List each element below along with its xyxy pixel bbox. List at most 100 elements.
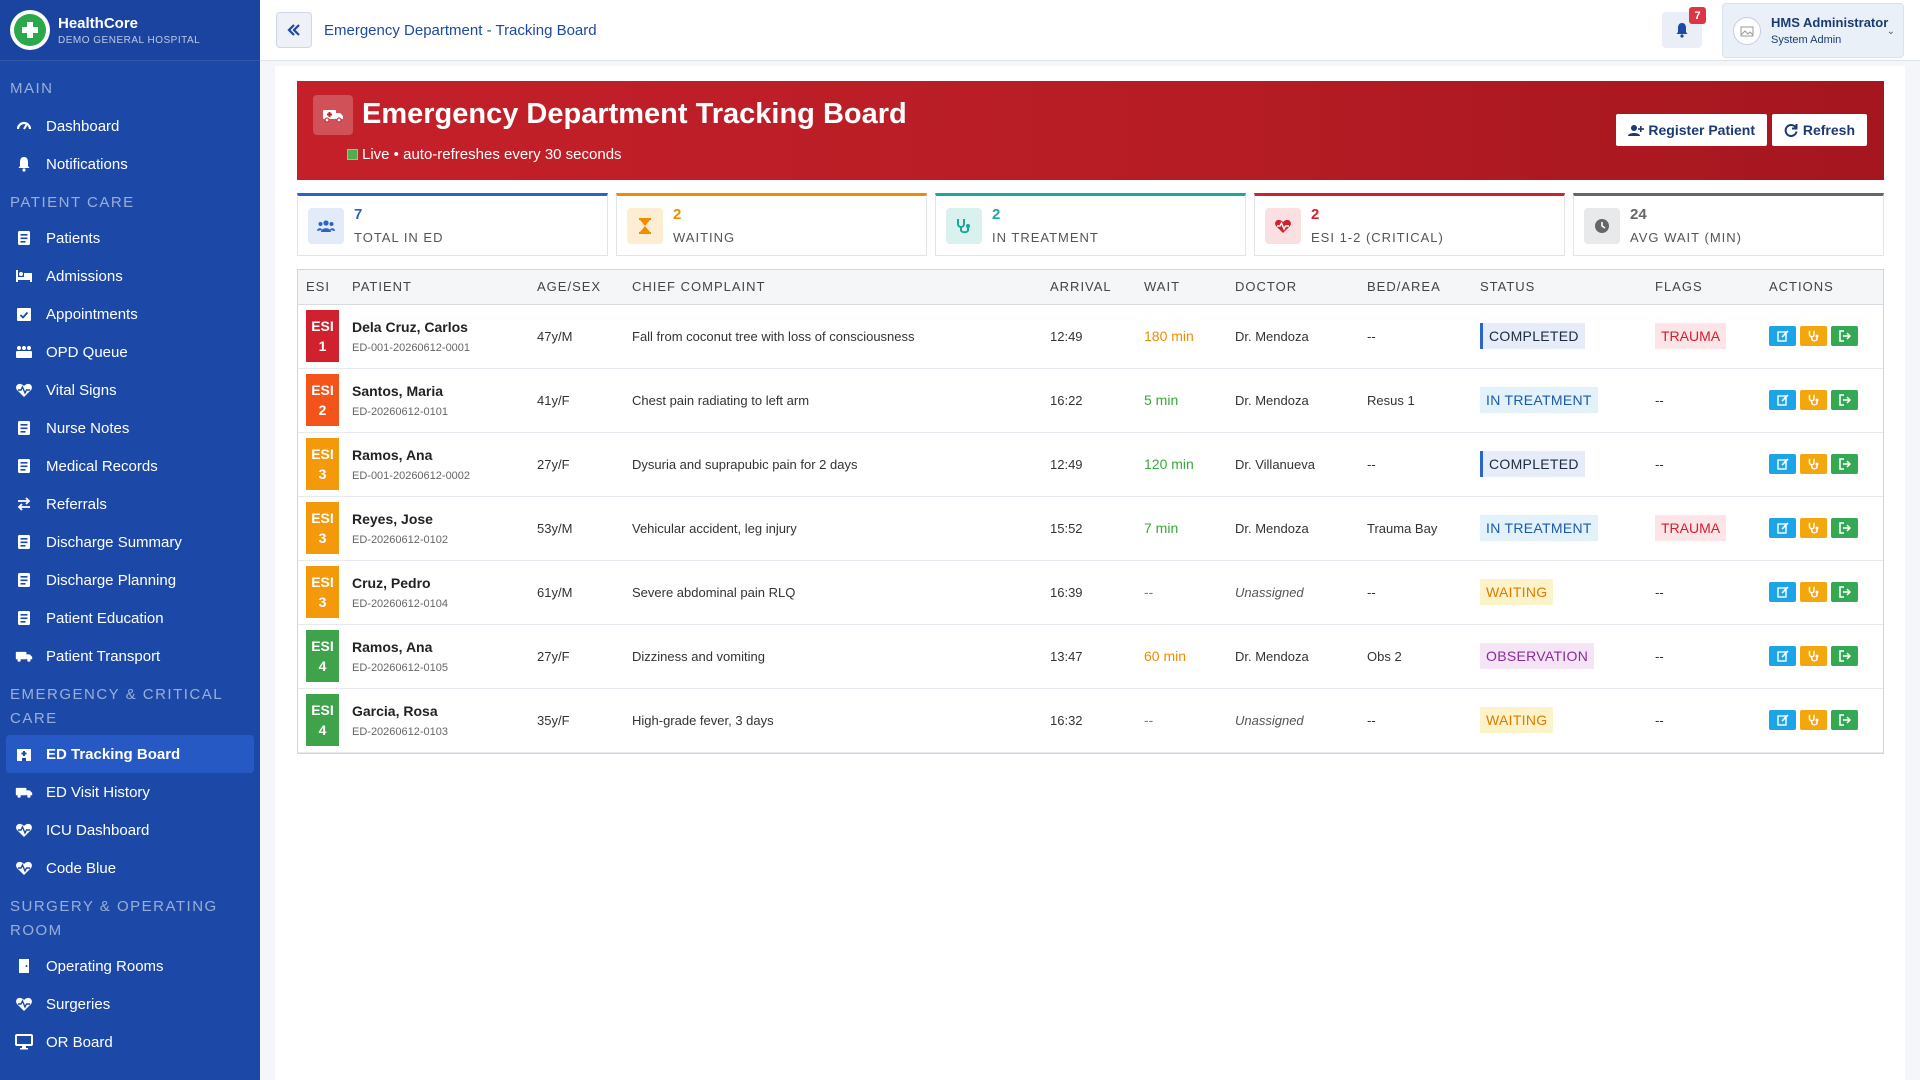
user-name: HMS Administrator [1771, 15, 1889, 30]
esi-badge: ESI 3 [306, 502, 339, 554]
patient-name[interactable]: Santos, Maria [352, 382, 444, 399]
table-row[interactable]: ESI 2 Santos, Maria ED-20260612-0101 41y/F… [298, 368, 1883, 432]
flags-cell: -- [1647, 432, 1761, 496]
sidebar-item-patient-transport[interactable]: Patient Transport [0, 637, 260, 675]
actions-cell [1761, 304, 1883, 368]
sidebar-item-label: Code Blue [46, 859, 117, 877]
door-icon [14, 958, 34, 974]
notifications-button[interactable]: 7 [1662, 7, 1706, 48]
edit-icon [1776, 394, 1789, 406]
discharge-button[interactable] [1831, 518, 1858, 538]
table-row[interactable]: ESI 1 Dela Cruz, Carlos ED-001-20260612-00… [298, 304, 1883, 368]
double-chevron-left-icon [287, 24, 300, 36]
discharge-button[interactable] [1831, 646, 1858, 666]
patient-name[interactable]: Ramos, Ana [352, 638, 433, 655]
status-cell: WAITING [1472, 560, 1647, 624]
edit-button[interactable] [1769, 710, 1796, 730]
table-row[interactable]: ESI 3 Ramos, Ana ED-001-20260612-0002 27y/… [298, 432, 1883, 496]
edit-button[interactable] [1769, 518, 1796, 538]
ed-tracking-table: ESI PATIENT AGE/SEX CHIEF COMPLAINT ARRIVAL W… [297, 269, 1884, 754]
assign-doctor-button[interactable] [1800, 710, 1827, 730]
patient-name[interactable]: Dela Cruz, Carlos [352, 318, 468, 335]
sidebar-item-dashboard[interactable]: Dashboard [0, 107, 260, 145]
sidebar-item-admissions[interactable]: Admissions [0, 257, 260, 295]
heartbeat-icon [14, 822, 34, 838]
assign-doctor-button[interactable] [1800, 582, 1827, 602]
table-row[interactable]: ESI 3 Reyes, Jose ED-20260612-0102 53y/M V… [298, 496, 1883, 560]
sidebar-item-patient-education[interactable]: Patient Education [0, 599, 260, 637]
patient-name[interactable]: Cruz, Pedro [352, 574, 431, 591]
table-row[interactable]: ESI 4 Garcia, Rosa ED-20260612-0103 35y/F … [298, 688, 1883, 752]
sidebar-item-notifications[interactable]: Notifications [0, 145, 260, 183]
patient-name[interactable]: Garcia, Rosa [352, 702, 438, 719]
sidebar-item-label: Patients [46, 229, 101, 247]
edit-button[interactable] [1769, 326, 1796, 346]
edit-icon [1776, 458, 1789, 470]
chevron-down-icon: ⌄ [1886, 26, 1895, 37]
brand[interactable]: HealthCore DEMO GENERAL HOSPITAL [0, 0, 260, 61]
topbar: Emergency Department - Tracking Board 7 … [260, 0, 1920, 61]
chief-complaint: Severe abdominal pain RLQ [632, 584, 796, 600]
sign-out-icon [1838, 650, 1851, 662]
assign-doctor-button[interactable] [1800, 390, 1827, 410]
flags-cell: -- [1647, 560, 1761, 624]
discharge-button[interactable] [1831, 454, 1858, 474]
user-plus-icon [1628, 124, 1645, 136]
table-row[interactable]: ESI 4 Ramos, Ana ED-20260612-0105 27y/F Di… [298, 624, 1883, 688]
sidebar-item-or-board[interactable]: OR Board [0, 1023, 260, 1061]
sidebar-item-referrals[interactable]: Referrals [0, 485, 260, 523]
heart-pulse-icon [1265, 208, 1301, 244]
edit-button[interactable] [1769, 646, 1796, 666]
esi-badge: ESI 3 [306, 438, 339, 490]
monitor-icon [14, 1034, 34, 1050]
edit-button[interactable] [1769, 390, 1796, 410]
sidebar-item-code-blue[interactable]: Code Blue [0, 849, 260, 887]
esi-badge: ESI 2 [306, 374, 339, 426]
sidebar-item-label: Admissions [46, 267, 123, 285]
assign-doctor-button[interactable] [1800, 454, 1827, 474]
discharge-button[interactable] [1831, 582, 1858, 602]
patient-visit-id: ED-20260612-0101 [352, 405, 449, 418]
sidebar-item-discharge-summary[interactable]: Discharge Summary [0, 523, 260, 561]
actions-cell [1761, 624, 1883, 688]
sidebar-item-appointments[interactable]: Appointments [0, 295, 260, 333]
edit-button[interactable] [1769, 582, 1796, 602]
table-header-row: ESI PATIENT AGE/SEX CHIEF COMPLAINT ARRIVAL W… [298, 270, 1883, 305]
status-badge: OBSERVATION [1480, 643, 1595, 669]
sidebar-item-operating-rooms[interactable]: Operating Rooms [0, 947, 260, 985]
sidebar-item-label: Patient Education [46, 609, 164, 627]
patient-name[interactable]: Reyes, Jose [352, 510, 433, 527]
discharge-button[interactable] [1831, 710, 1858, 730]
edit-button[interactable] [1769, 454, 1796, 474]
sidebar-item-ed-tracking-board[interactable]: ED Tracking Board [6, 735, 254, 773]
sidebar-item-label: Vital Signs [46, 381, 117, 399]
sidebar-item-patients[interactable]: Patients [0, 219, 260, 257]
assign-doctor-button[interactable] [1800, 646, 1827, 666]
wait-time: -- [1144, 712, 1154, 728]
sidebar-item-ed-visit-history[interactable]: ED Visit History [0, 773, 260, 811]
sidebar-item-medical-records[interactable]: Medical Records [0, 447, 260, 485]
sidebar-item-surgeries[interactable]: Surgeries [0, 985, 260, 1023]
discharge-button[interactable] [1831, 390, 1858, 410]
doctor: Dr. Mendoza [1235, 392, 1309, 408]
sign-out-icon [1838, 394, 1851, 406]
register-patient-button[interactable]: Register Patient [1616, 114, 1767, 146]
sidebar-item-nurse-notes[interactable]: Nurse Notes [0, 409, 260, 447]
sidebar-item-vital-signs[interactable]: Vital Signs [0, 371, 260, 409]
arrival-time: 12:49 [1050, 456, 1083, 472]
refresh-button[interactable]: Refresh [1771, 114, 1867, 146]
hospital-icon [14, 746, 34, 762]
assign-doctor-button[interactable] [1800, 518, 1827, 538]
stat-value: 2 [673, 206, 682, 223]
patient-cell: Ramos, Ana ED-001-20260612-0002 [344, 432, 529, 496]
sidebar-item-icu-dashboard[interactable]: ICU Dashboard [0, 811, 260, 849]
sidebar-item-discharge-planning[interactable]: Discharge Planning [0, 561, 260, 599]
collapse-sidebar-button[interactable] [276, 12, 312, 48]
sidebar-item-opd-queue[interactable]: OPD Queue [0, 333, 260, 371]
sidebar-item-label: Medical Records [46, 457, 158, 475]
patient-name[interactable]: Ramos, Ana [352, 446, 433, 463]
assign-doctor-button[interactable] [1800, 326, 1827, 346]
discharge-button[interactable] [1831, 326, 1858, 346]
user-menu[interactable]: HMS Administrator System Admin ⌄ [1722, 3, 1904, 58]
table-row[interactable]: ESI 3 Cruz, Pedro ED-20260612-0104 61y/M S… [298, 560, 1883, 624]
